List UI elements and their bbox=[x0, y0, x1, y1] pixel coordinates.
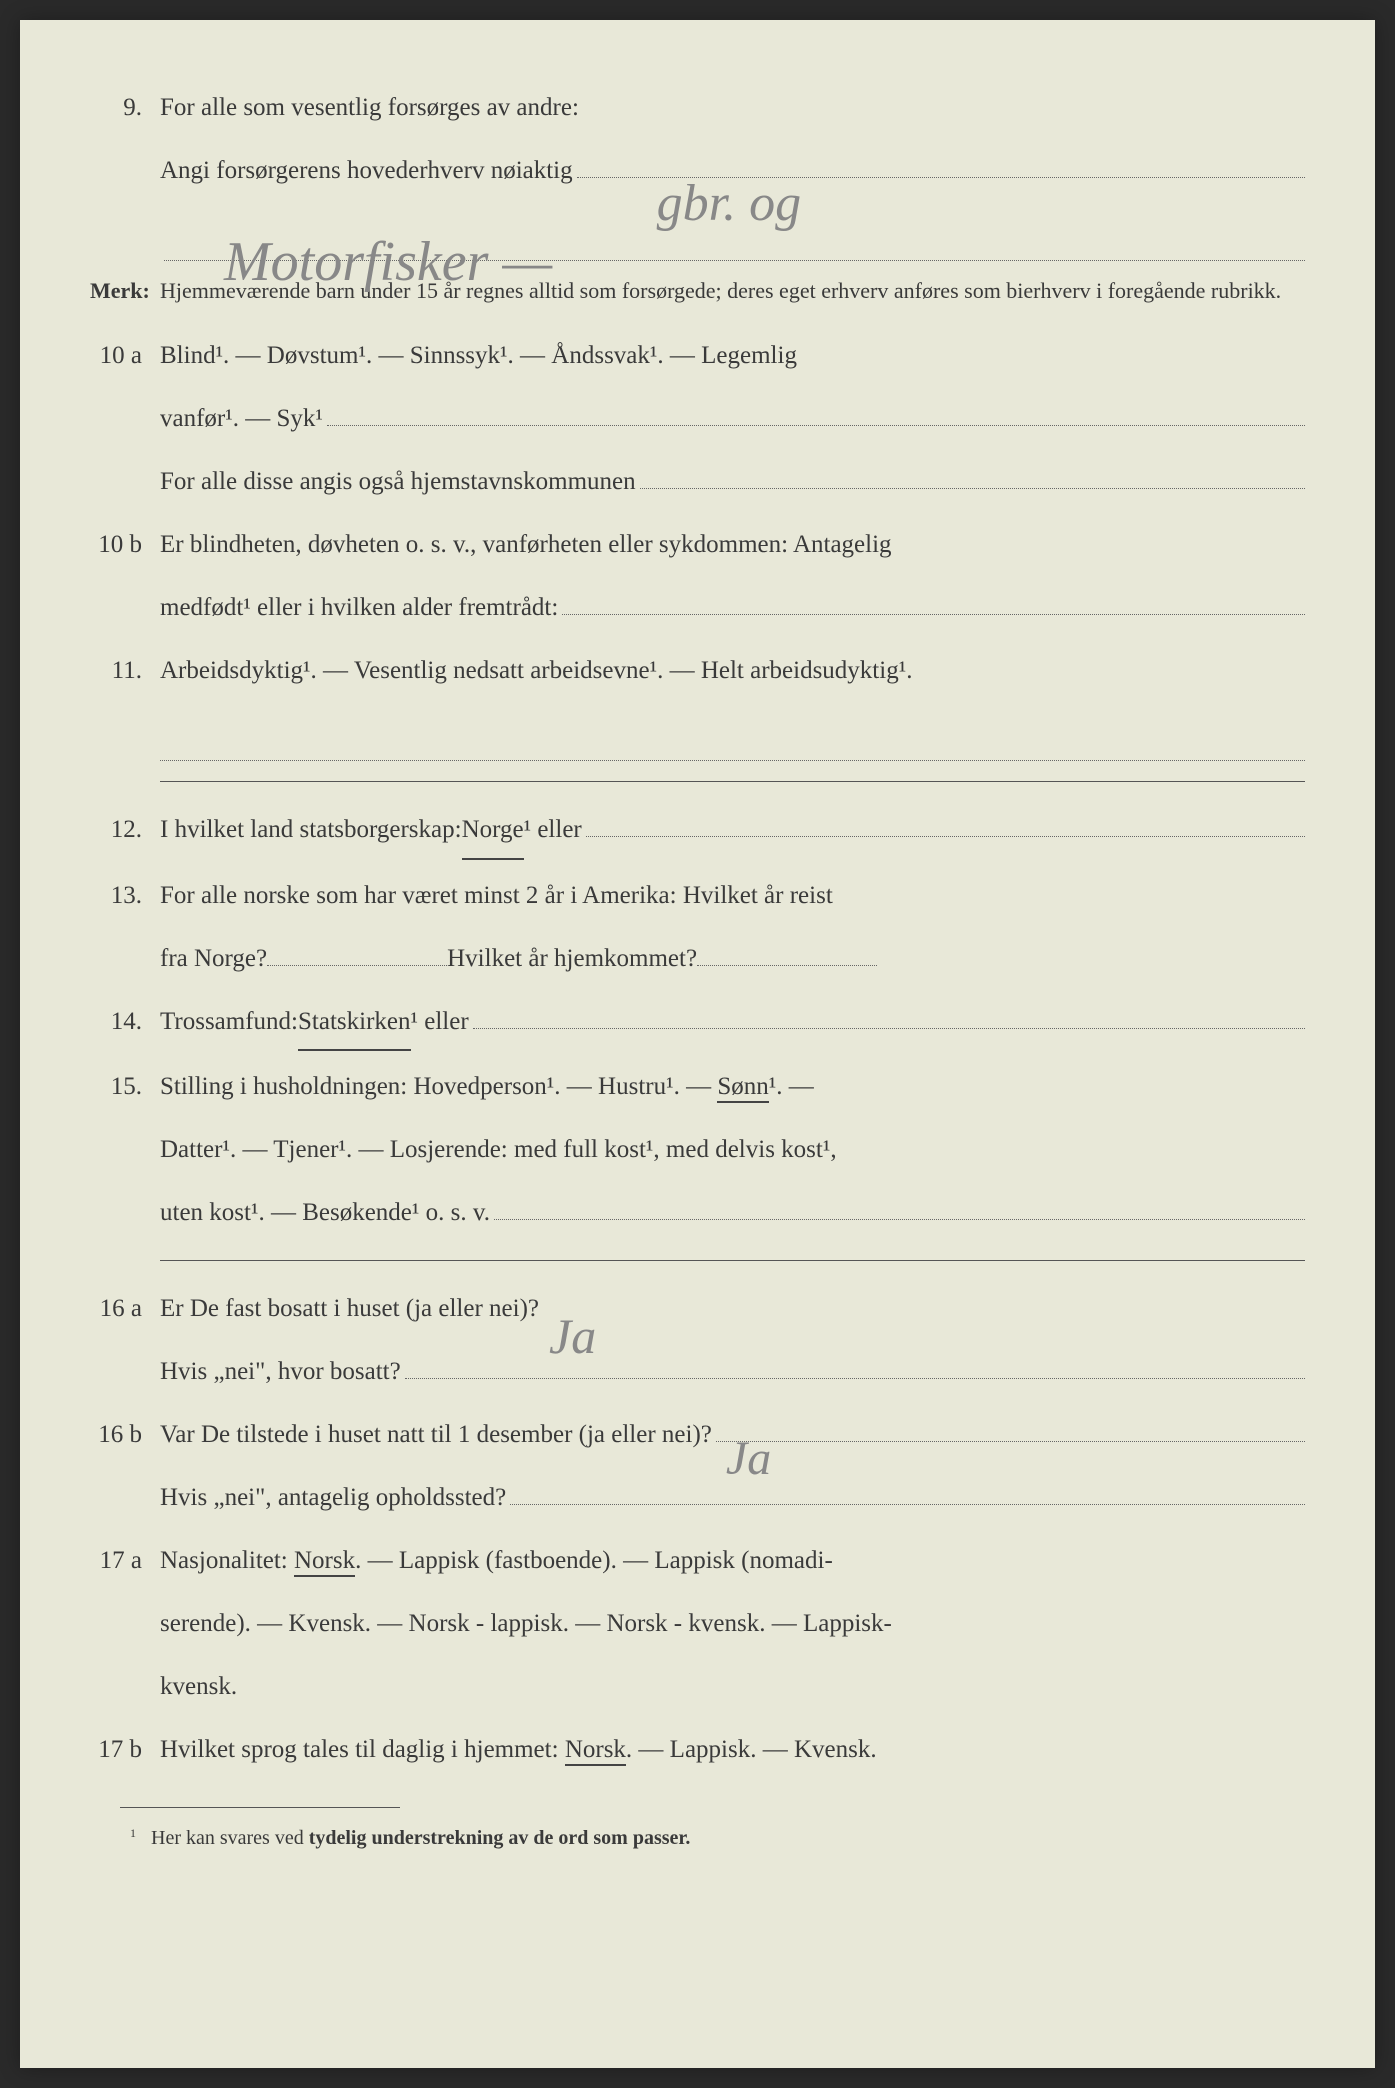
q17b-text: Hvilket sprog tales til daglig i hjemmet… bbox=[160, 1722, 1305, 1777]
q14-blank[interactable] bbox=[473, 1028, 1305, 1029]
q13-hjemkommet: Hvilket år hjemkommet? bbox=[447, 931, 697, 986]
q10a-line2: vanfør¹. — Syk¹ bbox=[90, 391, 1305, 446]
divider-2 bbox=[160, 1260, 1305, 1261]
q17a-norsk-underlined: Norsk bbox=[294, 1547, 355, 1577]
q16b-handwriting-ja: Ja bbox=[726, 1406, 771, 1512]
census-form-page: 9. For alle som vesentlig forsørges av a… bbox=[20, 20, 1375, 2068]
footnote: 1 Her kan svares ved tydelig understrekn… bbox=[90, 1816, 1305, 1860]
q10a-num: 10 a bbox=[90, 328, 160, 383]
q17a-line2: serende). — Kvensk. — Norsk - lappisk. —… bbox=[90, 1596, 1305, 1651]
q13-fra-norge: fra Norge? bbox=[160, 931, 267, 986]
q16a-blank[interactable] bbox=[405, 1378, 1305, 1379]
q13: 13. For alle norske som har været minst … bbox=[90, 868, 1305, 923]
footnote-marker: 1 bbox=[130, 1826, 136, 1840]
q15-num: 15. bbox=[90, 1059, 160, 1114]
q13-blank-2[interactable] bbox=[697, 965, 877, 966]
q16b-blank-2[interactable] bbox=[510, 1504, 1305, 1505]
q15-line3-text: uten kost¹. — Besøkende¹ o. s. v. bbox=[160, 1185, 490, 1240]
q9-blank-2-row: Motorfisker — bbox=[90, 206, 1305, 261]
q16a-num: 16 a bbox=[90, 1281, 160, 1336]
q14-post: ¹ eller bbox=[411, 994, 469, 1049]
q17a-line3: kvensk. bbox=[90, 1659, 1305, 1714]
footnote-text-a: Her kan svares ved bbox=[151, 1827, 309, 1849]
q10a-line1: Blind¹. — Døvstum¹. — Sinnssyk¹. — Åndss… bbox=[160, 328, 1305, 383]
q14-num: 14. bbox=[90, 994, 160, 1049]
q15-sonn-underlined: Sønn bbox=[717, 1073, 768, 1103]
q15-line3: uten kost¹. — Besøkende¹ o. s. v. bbox=[90, 1185, 1305, 1240]
q16a: 16 a Er De fast bosatt i huset (ja eller… bbox=[90, 1281, 1305, 1336]
q17b-num: 17 b bbox=[90, 1722, 160, 1777]
q16a-text: Er De fast bosatt i huset (ja eller nei)… bbox=[160, 1281, 539, 1336]
q9-num: 9. bbox=[90, 80, 160, 135]
q10b-blank[interactable] bbox=[562, 614, 1305, 615]
q17b-norsk-underlined: Norsk bbox=[565, 1736, 626, 1766]
q10a-line2-text: vanfør¹. — Syk¹ bbox=[160, 391, 323, 446]
q16b-hvis-nei: Hvis „nei", antagelig opholdssted? bbox=[160, 1470, 506, 1525]
q12-post: ¹ eller bbox=[524, 802, 582, 857]
q17a-line1: Nasjonalitet: Norsk. — Lappisk (fastboen… bbox=[160, 1533, 1305, 1588]
q13-line2: fra Norge? Hvilket år hjemkommet? bbox=[90, 931, 1305, 986]
q17a-num: 17 a bbox=[90, 1533, 160, 1588]
divider-1 bbox=[160, 781, 1305, 782]
q16a-hvis-nei: Hvis „nei", hvor bosatt? bbox=[160, 1344, 401, 1399]
q15-blank[interactable] bbox=[494, 1219, 1305, 1220]
q9-blank-2[interactable]: Motorfisker — bbox=[164, 206, 1305, 261]
q12: 12. I hvilket land statsborgerskap: Norg… bbox=[90, 802, 1305, 860]
merk-label: Merk: bbox=[90, 273, 160, 308]
footnote-rule bbox=[120, 1807, 400, 1808]
q10a-line3-text: For alle disse angis også hjemstavnskomm… bbox=[160, 454, 636, 509]
q16b-num: 16 b bbox=[90, 1407, 160, 1462]
footnote-text-b: tydelig understrekning av de ord som pas… bbox=[309, 1827, 691, 1849]
q11-num: 11. bbox=[90, 643, 160, 698]
q16b-blank-1[interactable]: Ja bbox=[716, 1441, 1305, 1442]
q12-num: 12. bbox=[90, 802, 160, 857]
q10a: 10 a Blind¹. — Døvstum¹. — Sinnssyk¹. — … bbox=[90, 328, 1305, 383]
q16b-line2: Hvis „nei", antagelig opholdssted? bbox=[90, 1470, 1305, 1525]
q9-blank-1[interactable]: gbr. og bbox=[577, 177, 1305, 178]
q12-blank[interactable] bbox=[586, 836, 1305, 837]
q16a-handwriting-ja: Ja bbox=[549, 1281, 596, 1391]
q13-blank-1[interactable] bbox=[267, 965, 447, 966]
q11: 11. Arbeidsdyktig¹. — Vesentlig nedsatt … bbox=[90, 643, 1305, 698]
q13-num: 13. bbox=[90, 868, 160, 923]
q10b-num: 10 b bbox=[90, 517, 160, 572]
q9-line2-text: Angi forsørgerens hovederhverv nøiaktig bbox=[160, 143, 573, 198]
q15-line2: Datter¹. — Tjener¹. — Losjerende: med fu… bbox=[90, 1122, 1305, 1177]
q11-text: Arbeidsdyktig¹. — Vesentlig nedsatt arbe… bbox=[160, 643, 1305, 698]
q16a-line2: Hvis „nei", hvor bosatt? bbox=[90, 1344, 1305, 1399]
q10b-line2-text: medfødt¹ eller i hvilken alder fremtrådt… bbox=[160, 580, 558, 635]
q15-line1: Stilling i husholdningen: Hovedperson¹. … bbox=[160, 1059, 1305, 1114]
q11-blank[interactable] bbox=[160, 706, 1305, 761]
q14-pre: Trossamfund: bbox=[160, 994, 298, 1049]
q9-handwriting-2: Motorfisker — bbox=[224, 201, 552, 324]
q9: 9. For alle som vesentlig forsørges av a… bbox=[90, 80, 1305, 135]
q17b: 17 b Hvilket sprog tales til daglig i hj… bbox=[90, 1722, 1305, 1777]
q10b: 10 b Er blindheten, døvheten o. s. v., v… bbox=[90, 517, 1305, 572]
q10a-blank-1[interactable] bbox=[327, 425, 1305, 426]
q10a-blank-2[interactable] bbox=[640, 488, 1305, 489]
q12-pre: I hvilket land statsborgerskap: bbox=[160, 802, 462, 857]
q12-norge-underlined: Norge bbox=[462, 802, 524, 860]
q14-statskirken-underlined: Statskirken bbox=[298, 994, 411, 1051]
q17a: 17 a Nasjonalitet: Norsk. — Lappisk (fas… bbox=[90, 1533, 1305, 1588]
q14: 14. Trossamfund: Statskirken ¹ eller bbox=[90, 994, 1305, 1051]
q15: 15. Stilling i husholdningen: Hovedperso… bbox=[90, 1059, 1305, 1114]
q10a-line3: For alle disse angis også hjemstavnskomm… bbox=[90, 454, 1305, 509]
q10b-line2: medfødt¹ eller i hvilken alder fremtrådt… bbox=[90, 580, 1305, 635]
q9-line1: For alle som vesentlig forsørges av andr… bbox=[160, 80, 1305, 135]
q9-line2: Angi forsørgerens hovederhverv nøiaktig … bbox=[90, 143, 1305, 198]
q16b: 16 b Var De tilstede i huset natt til 1 … bbox=[90, 1407, 1305, 1462]
q16b-text: Var De tilstede i huset natt til 1 desem… bbox=[160, 1407, 712, 1462]
q10b-line1: Er blindheten, døvheten o. s. v., vanfør… bbox=[160, 517, 1305, 572]
q13-line1: For alle norske som har været minst 2 år… bbox=[160, 868, 1305, 923]
